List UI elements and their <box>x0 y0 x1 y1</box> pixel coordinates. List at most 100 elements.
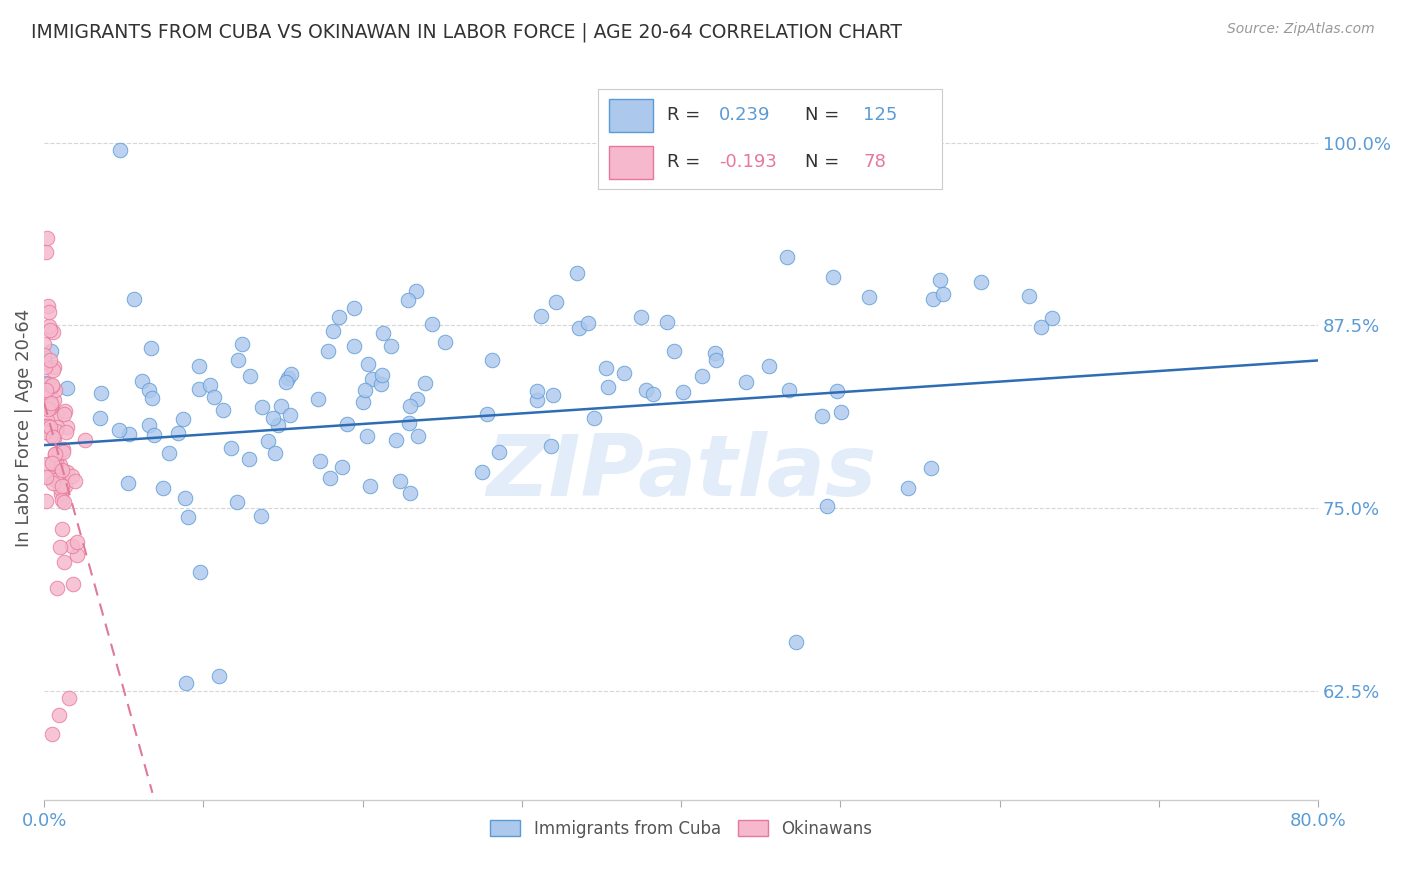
Point <box>270 400 292 414</box>
Point <box>219 441 242 455</box>
Point <box>41 363 63 377</box>
Point <box>318 344 340 359</box>
Text: ZIPatlas: ZIPatlas <box>486 431 876 514</box>
Point <box>735 375 758 389</box>
Point <box>37 376 59 391</box>
Point <box>405 392 427 407</box>
Point <box>278 409 301 423</box>
Point <box>51 493 73 508</box>
Point <box>41 430 63 444</box>
Point <box>785 635 807 649</box>
Point <box>45 459 67 474</box>
Point <box>138 383 160 397</box>
Point <box>307 392 329 406</box>
Point <box>117 475 139 490</box>
Point <box>354 383 377 397</box>
Point <box>141 391 163 405</box>
Point <box>152 481 174 495</box>
Point <box>398 417 420 431</box>
Point <box>90 386 112 401</box>
Point <box>238 452 260 467</box>
Point <box>35 384 58 398</box>
Point <box>526 384 548 398</box>
Point <box>37 299 59 313</box>
Point <box>35 418 58 433</box>
Point <box>55 425 77 439</box>
Point <box>657 315 679 329</box>
Point <box>931 287 953 301</box>
Point <box>41 326 63 340</box>
Point <box>48 541 70 555</box>
Point <box>39 343 62 358</box>
Point <box>821 269 844 284</box>
Point <box>370 377 392 392</box>
Text: Source: ZipAtlas.com: Source: ZipAtlas.com <box>1227 22 1375 37</box>
Point <box>39 401 62 415</box>
Point <box>399 399 422 413</box>
Point <box>356 428 378 442</box>
Point <box>643 387 665 401</box>
Point <box>41 378 63 392</box>
Point <box>39 398 62 412</box>
Point <box>55 419 77 434</box>
Point <box>42 476 65 491</box>
Point <box>546 294 568 309</box>
Point <box>131 375 153 389</box>
Point <box>53 407 76 421</box>
Point <box>565 266 588 280</box>
Point <box>264 446 287 460</box>
Point <box>142 428 165 442</box>
Point <box>122 292 145 306</box>
Point <box>434 334 457 349</box>
Point <box>226 353 249 368</box>
Point <box>540 439 562 453</box>
Point <box>267 418 290 433</box>
Point <box>35 413 58 427</box>
Point <box>475 407 498 421</box>
Point <box>48 458 70 473</box>
Point <box>188 382 211 396</box>
Point <box>630 310 652 324</box>
Point <box>157 446 180 460</box>
Point <box>53 495 76 509</box>
Point <box>921 292 943 306</box>
Point <box>45 454 67 468</box>
Point <box>37 457 59 471</box>
Point <box>309 454 332 468</box>
Point <box>471 466 494 480</box>
Point <box>63 474 86 488</box>
Point <box>634 383 657 397</box>
Point <box>41 727 63 741</box>
Point <box>38 470 60 484</box>
Point <box>38 318 60 333</box>
Point <box>1018 289 1040 303</box>
Point <box>55 404 77 418</box>
Point <box>66 548 89 562</box>
Point <box>34 425 56 439</box>
Point <box>328 310 350 324</box>
Point <box>60 540 83 554</box>
Point <box>48 481 70 495</box>
Point <box>664 344 686 359</box>
Point <box>343 339 366 353</box>
Point <box>568 321 591 335</box>
Point <box>256 434 278 449</box>
Point <box>335 417 357 431</box>
Point <box>52 555 75 569</box>
Point <box>277 371 299 385</box>
Point <box>225 495 247 509</box>
Point <box>212 403 235 417</box>
Point <box>39 420 62 434</box>
Point <box>280 368 302 382</box>
Point <box>276 375 298 389</box>
Point <box>858 290 880 304</box>
Point <box>42 431 65 445</box>
Point <box>51 479 73 493</box>
Point <box>690 368 713 383</box>
Y-axis label: In Labor Force | Age 20-64: In Labor Force | Age 20-64 <box>15 309 32 547</box>
Legend: Immigrants from Cuba, Okinawans: Immigrants from Cuba, Okinawans <box>484 814 879 845</box>
Point <box>35 245 58 260</box>
Point <box>704 352 727 367</box>
Point <box>37 401 59 416</box>
Point <box>231 337 253 351</box>
